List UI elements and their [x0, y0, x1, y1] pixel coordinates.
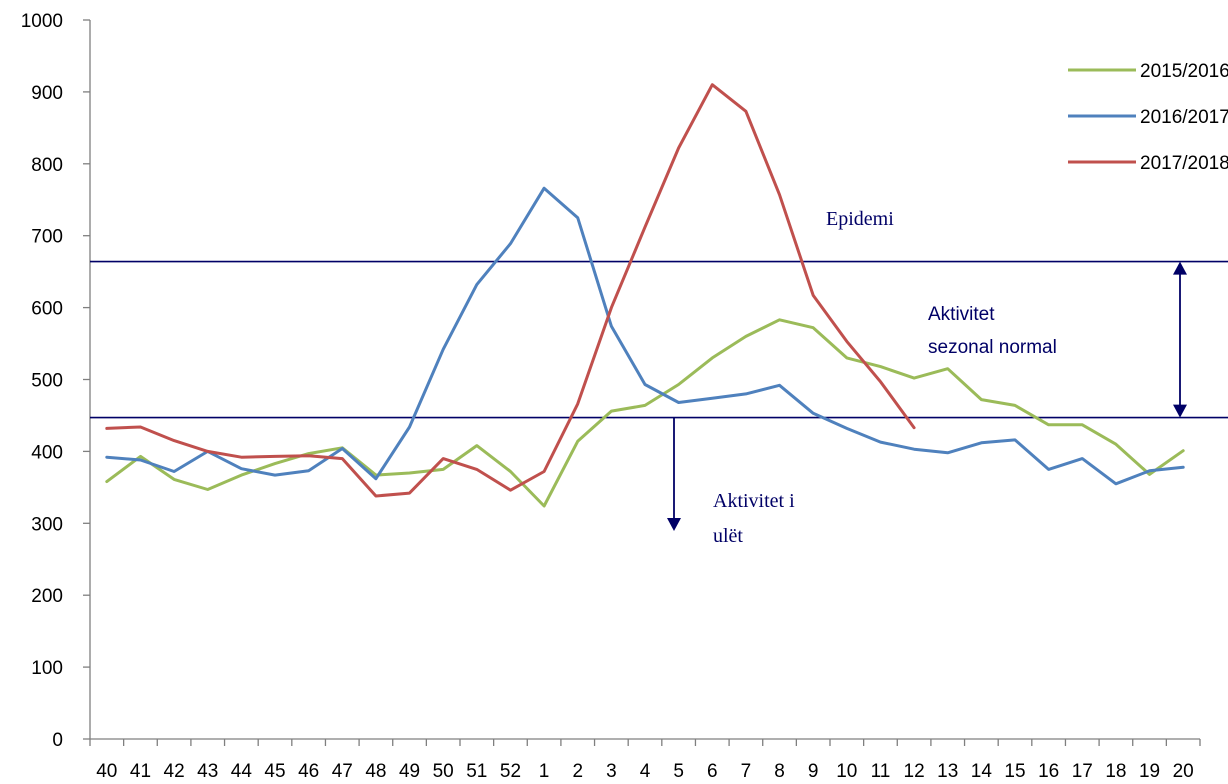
- y-tick-label: 600: [31, 299, 63, 320]
- y-tick-label: 300: [31, 514, 63, 535]
- x-tick-label: 45: [264, 761, 285, 782]
- legend-label-1: 2016/2017: [1140, 107, 1228, 128]
- x-tick-label: 11: [871, 761, 891, 782]
- annotation-normal-line1: Aktivitet: [928, 304, 995, 325]
- y-tick-label: 900: [31, 83, 63, 104]
- x-tick-label: 2: [572, 761, 583, 782]
- x-tick-label: 51: [466, 761, 487, 782]
- x-tick-label: 42: [164, 761, 185, 782]
- x-tick-label: 52: [500, 761, 521, 782]
- x-tick-label: 8: [774, 761, 785, 782]
- x-tick-label: 47: [332, 761, 353, 782]
- series-line-1: [105, 186, 1185, 486]
- y-tick-label: 200: [31, 586, 63, 607]
- x-tick-label: 6: [707, 761, 718, 782]
- annotation-low-line2: ulët: [713, 525, 743, 547]
- y-tick-label: 400: [31, 442, 63, 463]
- legend-label-2: 2017/2018: [1140, 153, 1228, 174]
- x-tick-label: 46: [298, 761, 319, 782]
- normal-range-arrow-head-down: [1173, 404, 1187, 418]
- x-tick-label: 20: [1173, 761, 1194, 782]
- low-activity-arrow-head: [667, 518, 681, 531]
- x-tick-label: 17: [1072, 761, 1093, 782]
- y-tick-label: 0: [52, 730, 63, 751]
- x-tick-label: 16: [1038, 761, 1059, 782]
- legend: 2015/2016 2016/2017 2017/2018: [1068, 61, 1228, 174]
- x-tick-label: 9: [808, 761, 819, 782]
- normal-range-arrow-head-up: [1173, 261, 1187, 275]
- y-tick-label: 500: [31, 371, 63, 392]
- x-tick-label: 49: [399, 761, 420, 782]
- x-tick-label: 18: [1105, 761, 1126, 782]
- x-tick-label: 41: [130, 761, 151, 782]
- y-tick-label: 1000: [21, 11, 63, 32]
- x-tick-label: 4: [640, 761, 651, 782]
- x-tick-label: 12: [904, 761, 925, 782]
- series-lines: [105, 83, 1185, 508]
- x-tick-label: 44: [231, 761, 253, 782]
- x-tick-label: 13: [937, 761, 958, 782]
- x-tick-label: 15: [1004, 761, 1025, 782]
- legend-label-0: 2015/2016: [1140, 61, 1228, 82]
- annotation-epidemi: Epidemi: [826, 208, 894, 230]
- annotation-normal-line2: sezonal normal: [928, 337, 1057, 358]
- y-tick-label: 100: [31, 658, 63, 679]
- y-tick-label: 800: [31, 155, 63, 176]
- y-tick-label: 700: [31, 227, 63, 248]
- x-tick-label: 50: [433, 761, 454, 782]
- x-tick-label: 40: [96, 761, 117, 782]
- annotation-low-line1: Aktivitet i: [713, 490, 795, 512]
- x-tick-label: 7: [741, 761, 752, 782]
- x-tick-label: 14: [971, 761, 993, 782]
- x-tick-label: 10: [836, 761, 857, 782]
- x-tick-label: 48: [365, 761, 386, 782]
- x-tick-label: 1: [539, 761, 550, 782]
- series-line-2: [105, 83, 916, 498]
- x-tick-label: 19: [1139, 761, 1160, 782]
- x-tick-label: 3: [606, 761, 617, 782]
- x-tick-label: 5: [673, 761, 684, 782]
- threshold-lines: [90, 260, 1228, 419]
- x-tick-label: 43: [197, 761, 218, 782]
- series-line-0: [105, 318, 1185, 508]
- annotations: Epidemi Aktivitet sezonal normal Aktivit…: [667, 208, 1187, 547]
